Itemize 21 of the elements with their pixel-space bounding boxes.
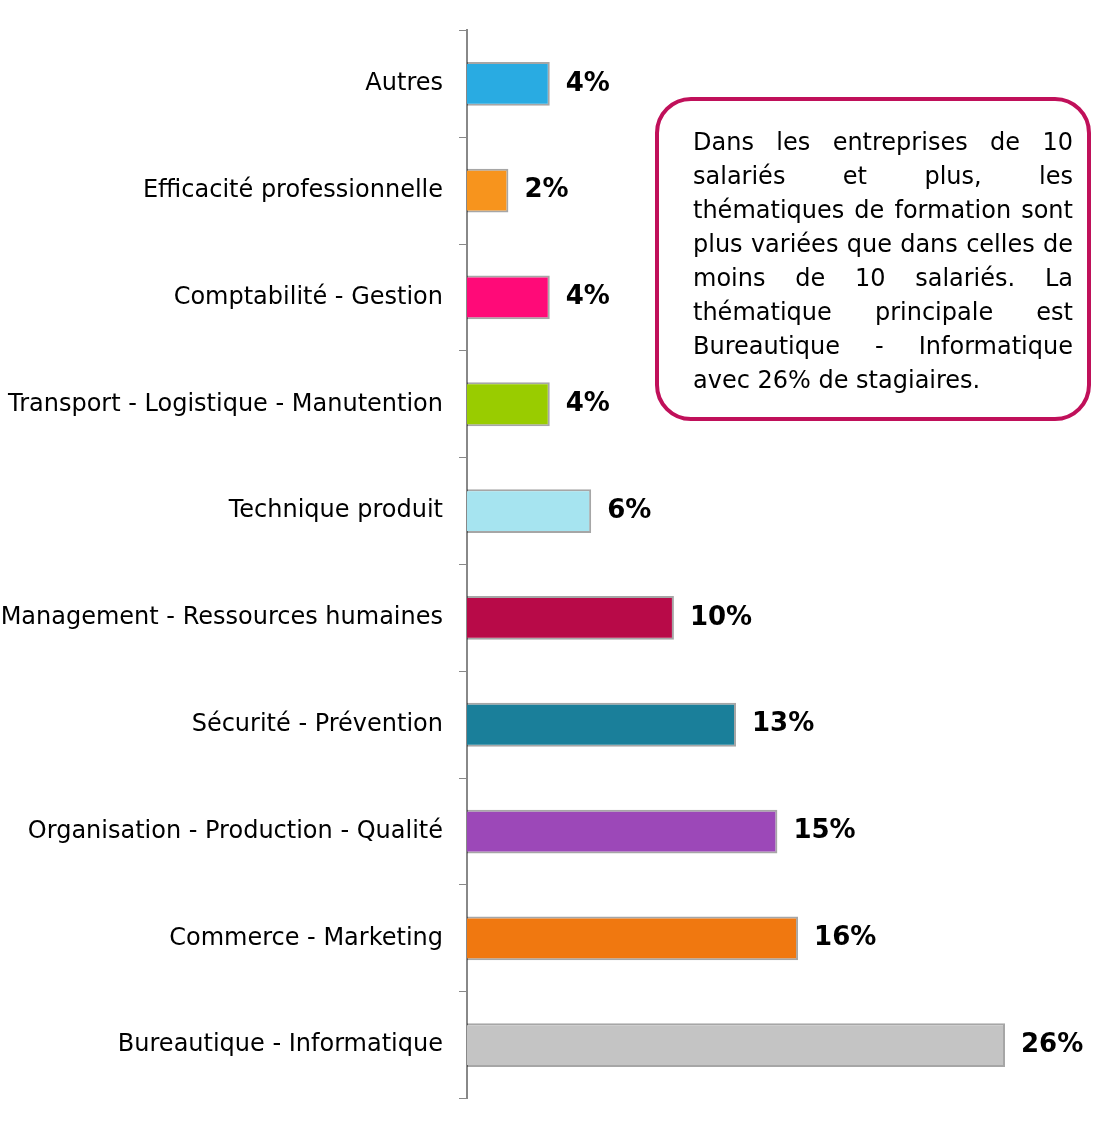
y-tick-label: Comptabilité - Gestion xyxy=(173,281,443,310)
y-tick-label: Sécurité - Prévention xyxy=(191,708,443,737)
y-tick-label: Transport - Logistique - Manutention xyxy=(7,388,443,417)
data-label: 4% xyxy=(565,387,610,418)
data-label: 26% xyxy=(1021,1027,1084,1058)
y-tick-label: Management - Ressources humaines xyxy=(0,602,443,631)
data-label: 4% xyxy=(565,66,610,97)
data-label: 15% xyxy=(793,814,856,845)
y-tick-label: Organisation - Production - Qualité xyxy=(27,815,443,844)
y-tick-label: Bureautique - Informatique xyxy=(117,1029,443,1058)
data-label: 6% xyxy=(607,493,652,524)
data-label: 2% xyxy=(524,173,569,204)
y-tick-label: Autres xyxy=(365,68,443,97)
data-label: 4% xyxy=(565,280,610,311)
y-tick-label: Commerce - Marketing xyxy=(169,922,443,951)
data-label: 16% xyxy=(814,921,877,952)
y-tick-label: Technique produit xyxy=(227,495,443,524)
data-label: 13% xyxy=(752,707,815,738)
annotation: Dans les entreprises de 10 salariés et plus, les thématiques de formation sont plus variées que dans celles de moins de 10 salariés. La thématique principale est Bureautique - Informatique avec 26% de stagiaires. xyxy=(655,97,1091,421)
data-label: 10% xyxy=(689,600,753,631)
y-tick-label: Efficacité professionnelle xyxy=(142,174,443,203)
